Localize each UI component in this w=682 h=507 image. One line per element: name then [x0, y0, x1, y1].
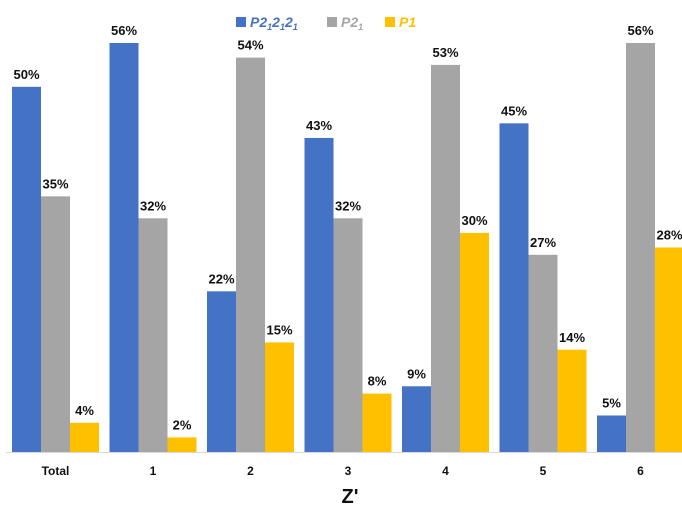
bar-series-1-2 [236, 57, 265, 452]
bar-series-1-1 [138, 218, 168, 452]
legend-label-0: P212121 [250, 14, 298, 32]
data-label-series-2-5: 14% [559, 330, 585, 345]
data-label-series-1-6: 56% [627, 23, 653, 38]
bar-series-1-4 [431, 64, 460, 453]
data-label-series-0-2: 22% [208, 271, 234, 286]
bar-series-2-2 [265, 342, 294, 452]
bar-series-0-4 [402, 386, 431, 452]
bar-series-0-5 [499, 123, 529, 452]
data-label-series-1-2: 54% [237, 38, 263, 53]
data-label-series-0-total: 50% [13, 67, 39, 82]
x-tick-label-5: 5 [540, 464, 547, 478]
data-label-series-2-6: 28% [656, 228, 682, 243]
bar-series-1-total [41, 196, 70, 452]
data-label-series-1-5: 27% [530, 235, 556, 250]
bar-series-0-6 [597, 415, 626, 452]
x-tick-label-3: 3 [345, 464, 352, 478]
data-label-series-0-4: 9% [407, 366, 426, 381]
bar-series-2-5 [557, 349, 587, 452]
bar-series-2-6 [655, 247, 682, 452]
data-label-series-0-1: 56% [111, 23, 137, 38]
legend-swatch-2 [385, 17, 395, 27]
bar-series-2-total [70, 422, 99, 452]
data-label-series-2-3: 8% [368, 374, 387, 389]
data-label-series-2-1: 2% [173, 417, 192, 432]
chart-data-labels: 50% 35% 4% 56% 32% 2% 22% 54% 15% 43% 32% 8% 9% 53% 30… [13, 23, 682, 432]
x-tick-label-1: 1 [150, 464, 157, 478]
chart-bars [12, 43, 682, 453]
chart-legend: P212121 P21 P1 [236, 14, 416, 32]
bar-series-0-2 [207, 291, 236, 452]
data-label-series-1-3: 32% [335, 198, 361, 213]
data-label-series-1-4: 53% [432, 45, 458, 60]
bar-series-1-5 [528, 254, 558, 452]
bar-series-1-3 [333, 218, 363, 452]
bar-series-2-4 [460, 232, 489, 452]
legend-swatch-0 [236, 17, 246, 27]
data-label-series-2-total: 4% [75, 403, 94, 418]
data-label-series-1-1: 32% [140, 198, 166, 213]
bar-series-1-6 [626, 43, 655, 452]
x-tick-label-4: 4 [442, 464, 449, 478]
bar-series-2-3 [362, 393, 392, 452]
bar-series-0-total [12, 86, 41, 453]
legend-label-2: P1 [399, 14, 416, 30]
data-label-series-2-2: 15% [266, 322, 292, 337]
x-tick-label-2: 2 [247, 464, 254, 478]
data-label-series-0-6: 5% [602, 395, 621, 410]
data-label-series-0-5: 45% [501, 103, 527, 118]
x-axis-title: Z' [342, 486, 359, 507]
data-label-series-0-3: 43% [306, 118, 332, 133]
x-tick-label-6: 6 [637, 464, 644, 478]
data-label-series-1-total: 35% [42, 176, 68, 191]
data-label-series-2-4: 30% [461, 213, 487, 228]
x-tick-label-total: Total [42, 464, 70, 478]
x-axis-tick-labels: Total 1 2 3 4 5 6 [42, 464, 645, 478]
legend-label-1: P21 [341, 14, 363, 32]
legend-swatch-1 [327, 17, 337, 27]
bar-series-2-1 [167, 437, 197, 452]
bar-series-0-3 [304, 137, 334, 453]
bar-series-0-1 [109, 43, 139, 452]
